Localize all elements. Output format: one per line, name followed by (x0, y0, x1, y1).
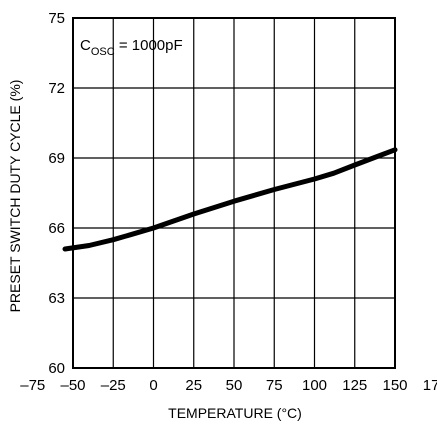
y-tick-label-3: 69 (48, 150, 65, 167)
x-axis-tick-labels: –75 –50 –25 0 25 50 75 100 125 150 175 (20, 377, 437, 394)
y-tick-label-0: 60 (48, 360, 65, 377)
annotation-subscript: OSC (91, 46, 115, 58)
osc-capacitance-annotation: COSC = 1000pF (80, 37, 183, 58)
y-axis-tick-labels: 60 63 66 69 72 75 (48, 10, 65, 377)
series-line-0 (62, 147, 398, 252)
y-axis-title: PRESET SWITCH DUTY CYCLE (%) (7, 80, 23, 313)
annotation-value: = 1000pF (115, 37, 183, 54)
x-tick-label-1: –50 (60, 377, 85, 394)
annotation-main: C (80, 37, 91, 54)
x-axis-title: TEMPERATURE (°C) (168, 405, 302, 421)
y-tick-label-4: 72 (48, 80, 65, 97)
x-tick-label-2: –25 (101, 377, 126, 394)
x-tick-label-6: 75 (266, 377, 283, 394)
y-tick-label-5: 75 (48, 10, 65, 27)
y-tick-label-2: 66 (48, 220, 65, 237)
plot-area-frame (72, 17, 396, 369)
x-tick-label-7: 100 (302, 377, 327, 394)
x-tick-label-4: 25 (185, 377, 202, 394)
x-tick-label-0: –75 (20, 377, 45, 394)
x-tick-label-5: 50 (226, 377, 243, 394)
x-tick-label-10: 175 (423, 377, 437, 394)
y-tick-label-1: 63 (48, 290, 65, 307)
x-tick-label-9: 150 (382, 377, 407, 394)
series-layer (62, 147, 398, 252)
x-tick-label-3: 0 (149, 377, 157, 394)
x-tick-label-8: 125 (342, 377, 367, 394)
grid (73, 18, 395, 368)
